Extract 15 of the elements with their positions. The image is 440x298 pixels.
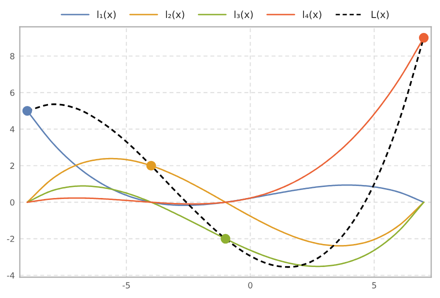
legend-label: L(x) bbox=[372, 10, 389, 20]
y-tick-label: -2 bbox=[7, 236, 14, 242]
y-tick-label: 4 bbox=[10, 126, 14, 132]
y-tick-label: 2 bbox=[10, 162, 14, 169]
y-tick-label: 6 bbox=[10, 90, 14, 96]
y-tick-label: -4 bbox=[7, 272, 14, 278]
y-tick-label: 8 bbox=[10, 53, 14, 60]
x-tick-label: 5 bbox=[372, 282, 376, 288]
legend-label: l₄(x) bbox=[303, 10, 322, 20]
y-tick-label: 0 bbox=[10, 199, 14, 206]
legend-label: l₃(x) bbox=[234, 10, 253, 20]
x-tick-label: -5 bbox=[122, 282, 130, 288]
legend-label: l₂(x) bbox=[166, 10, 184, 20]
x-tick-label: 0 bbox=[248, 282, 252, 288]
legend-label: l₁(x) bbox=[97, 10, 116, 20]
